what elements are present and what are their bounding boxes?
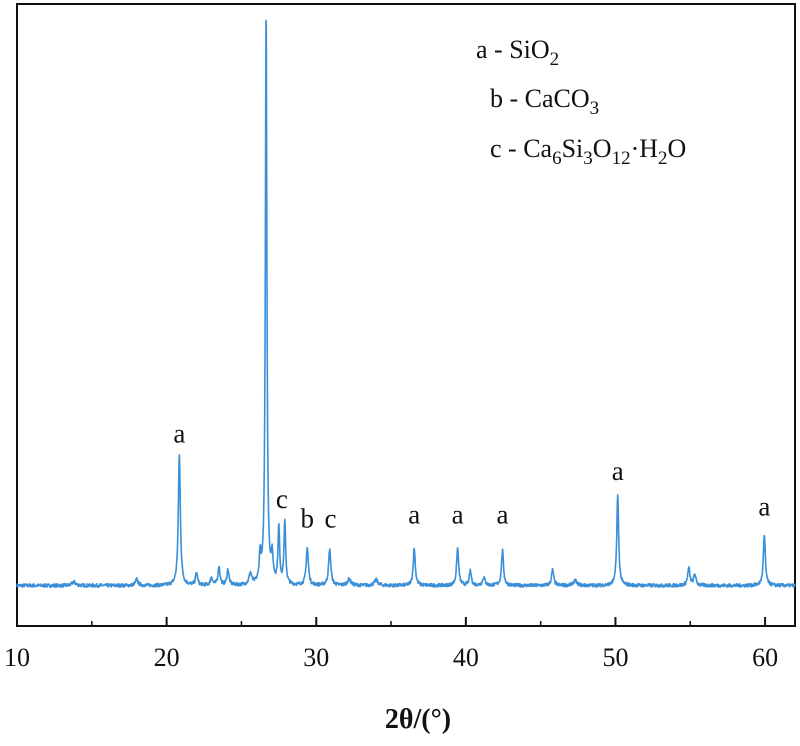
peak-label: a <box>758 491 770 521</box>
series-layer <box>16 19 796 589</box>
peak-label: a <box>452 499 464 529</box>
x-tick-label: 60 <box>752 643 778 672</box>
legend: a - SiO2 b - CaCO3 c - Ca6Si3O12·H2O <box>476 35 686 169</box>
plot-frame <box>16 3 796 627</box>
peak-label: a <box>173 419 185 449</box>
x-tick-label: 10 <box>4 643 30 672</box>
x-tick-label: 40 <box>453 643 479 672</box>
x-axis-label: 2θ/(°) <box>385 704 451 735</box>
peak-label: a <box>612 456 624 486</box>
peak-label: c <box>276 484 288 514</box>
peak-annotations: a a cbc a a a a a <box>173 0 770 534</box>
legend-entry: b - CaCO3 <box>490 84 599 119</box>
x-tick-label: 30 <box>303 643 329 672</box>
peak-label: c <box>324 504 336 534</box>
peak-label: a <box>260 0 272 1</box>
legend-entry: a - SiO2 <box>476 35 559 70</box>
peak-label: a <box>408 499 420 529</box>
plot-border <box>16 3 796 627</box>
x-axis-ticks: 10 20 30 40 50 60 <box>4 617 778 672</box>
peak-label: b <box>301 504 315 534</box>
peak-label: a <box>497 499 509 529</box>
x-tick-label: 50 <box>602 643 628 672</box>
xrd-pattern-line <box>16 19 796 589</box>
x-tick-label: 20 <box>154 643 180 672</box>
legend-entry: c - Ca6Si3O12·H2O <box>490 134 686 169</box>
